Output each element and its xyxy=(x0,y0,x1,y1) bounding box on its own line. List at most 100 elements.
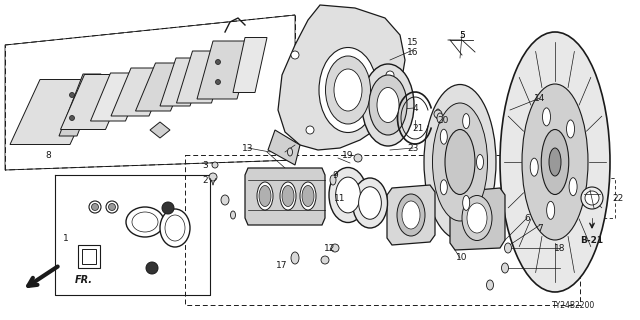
Ellipse shape xyxy=(362,64,414,146)
Ellipse shape xyxy=(569,178,577,196)
Polygon shape xyxy=(59,74,101,136)
Ellipse shape xyxy=(287,148,292,156)
Ellipse shape xyxy=(445,130,475,195)
Ellipse shape xyxy=(500,32,610,292)
Text: 2: 2 xyxy=(202,175,208,185)
Text: 14: 14 xyxy=(534,93,546,102)
Polygon shape xyxy=(10,79,100,145)
Polygon shape xyxy=(177,51,227,103)
Text: 15: 15 xyxy=(407,37,419,46)
Ellipse shape xyxy=(467,203,487,233)
Text: 16: 16 xyxy=(407,47,419,57)
Text: 13: 13 xyxy=(243,143,253,153)
Ellipse shape xyxy=(165,215,185,241)
Ellipse shape xyxy=(377,87,399,123)
Text: 17: 17 xyxy=(276,260,288,269)
Ellipse shape xyxy=(146,262,158,274)
Ellipse shape xyxy=(435,109,440,119)
Ellipse shape xyxy=(230,211,236,219)
Ellipse shape xyxy=(502,263,509,273)
Ellipse shape xyxy=(433,103,488,221)
Ellipse shape xyxy=(106,201,118,213)
Ellipse shape xyxy=(402,201,420,229)
Ellipse shape xyxy=(437,113,443,123)
Ellipse shape xyxy=(440,129,447,144)
Text: 1: 1 xyxy=(63,234,69,243)
Ellipse shape xyxy=(358,187,381,219)
Ellipse shape xyxy=(216,60,221,65)
Polygon shape xyxy=(61,75,129,130)
Ellipse shape xyxy=(282,186,294,206)
Ellipse shape xyxy=(486,280,493,290)
Ellipse shape xyxy=(463,114,470,129)
Text: 8: 8 xyxy=(45,150,51,159)
Ellipse shape xyxy=(326,56,371,124)
Text: TY24B2200: TY24B2200 xyxy=(552,301,595,310)
Text: 23: 23 xyxy=(407,143,419,153)
Ellipse shape xyxy=(216,79,221,84)
Ellipse shape xyxy=(547,201,555,219)
Ellipse shape xyxy=(353,178,387,228)
Ellipse shape xyxy=(440,180,447,195)
Ellipse shape xyxy=(257,182,273,210)
Text: 5: 5 xyxy=(459,30,465,39)
Polygon shape xyxy=(387,185,435,245)
Polygon shape xyxy=(233,37,267,92)
Polygon shape xyxy=(160,58,206,106)
Text: 18: 18 xyxy=(554,244,566,252)
Ellipse shape xyxy=(89,201,101,213)
Text: FR.: FR. xyxy=(75,275,93,285)
Ellipse shape xyxy=(354,154,362,162)
Ellipse shape xyxy=(369,75,407,135)
Text: 3: 3 xyxy=(202,161,208,170)
Polygon shape xyxy=(111,68,169,116)
Ellipse shape xyxy=(280,182,296,210)
Ellipse shape xyxy=(585,191,599,205)
Text: B-21: B-21 xyxy=(580,236,604,244)
Polygon shape xyxy=(136,63,191,111)
Ellipse shape xyxy=(306,126,314,134)
Ellipse shape xyxy=(434,110,442,118)
Ellipse shape xyxy=(543,108,550,126)
Ellipse shape xyxy=(530,158,538,176)
Ellipse shape xyxy=(331,244,339,252)
Ellipse shape xyxy=(221,195,229,205)
Ellipse shape xyxy=(463,196,470,210)
Text: 7: 7 xyxy=(537,223,543,233)
Ellipse shape xyxy=(522,84,588,240)
Ellipse shape xyxy=(329,167,367,222)
Text: 10: 10 xyxy=(456,253,468,262)
Ellipse shape xyxy=(477,155,483,170)
Ellipse shape xyxy=(504,243,511,253)
Ellipse shape xyxy=(397,194,425,236)
Ellipse shape xyxy=(319,47,377,132)
Ellipse shape xyxy=(259,186,271,206)
Ellipse shape xyxy=(126,207,164,237)
Ellipse shape xyxy=(334,69,362,111)
Ellipse shape xyxy=(209,173,217,181)
Ellipse shape xyxy=(330,175,336,185)
Ellipse shape xyxy=(92,204,99,211)
Text: 5: 5 xyxy=(459,30,465,39)
Ellipse shape xyxy=(549,148,561,176)
Text: 22: 22 xyxy=(612,194,623,203)
Ellipse shape xyxy=(132,212,158,232)
Polygon shape xyxy=(5,15,295,170)
Polygon shape xyxy=(278,5,405,150)
Ellipse shape xyxy=(212,162,218,168)
Ellipse shape xyxy=(335,177,360,213)
Ellipse shape xyxy=(300,182,316,210)
Ellipse shape xyxy=(109,204,115,211)
Ellipse shape xyxy=(321,256,329,264)
Ellipse shape xyxy=(581,187,603,209)
Text: 20: 20 xyxy=(437,116,449,124)
Text: 6: 6 xyxy=(524,213,530,222)
Polygon shape xyxy=(78,245,100,268)
Text: 21: 21 xyxy=(412,124,424,132)
Polygon shape xyxy=(245,168,325,225)
Text: 19: 19 xyxy=(342,150,354,159)
Text: 9: 9 xyxy=(332,171,338,180)
Polygon shape xyxy=(90,73,145,121)
Ellipse shape xyxy=(70,92,74,98)
Ellipse shape xyxy=(462,196,492,241)
